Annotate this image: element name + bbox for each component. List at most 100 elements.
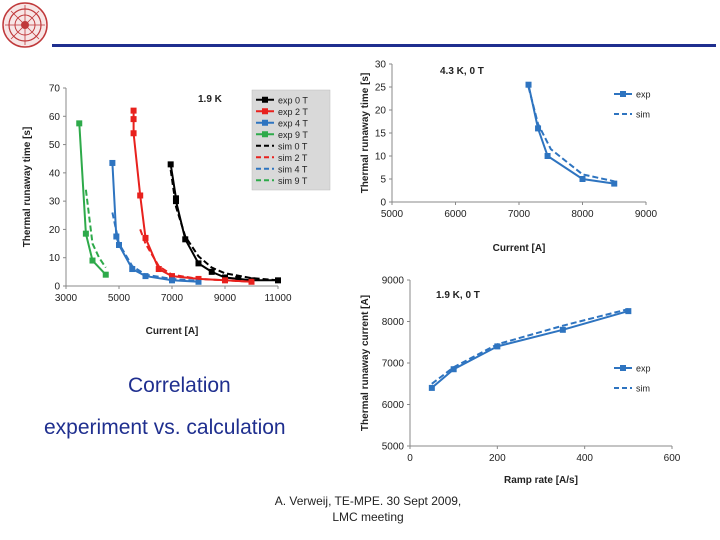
x-axis-label: Current [A] [493, 243, 546, 254]
data-point [625, 308, 632, 315]
data-point [494, 343, 501, 350]
x-tick-label: 0 [407, 453, 413, 464]
series-line-6 [111, 212, 199, 282]
legend-label: exp 4 T [278, 118, 308, 128]
y-tick-label: 30 [375, 60, 387, 71]
chart-title: 1.9 K, 0 T [436, 290, 480, 301]
data-point [195, 278, 202, 285]
y-tick-label: 25 [375, 83, 387, 94]
data-point [611, 180, 618, 187]
y-axis-label: Thermal runaway time [s] [360, 73, 371, 194]
legend-marker [620, 365, 626, 371]
data-point [535, 125, 542, 132]
chart-runaway-time-4k: 0 5 10 15 20 25 30 5000 6000 7000 8000 9000 Current … [360, 60, 658, 255]
legend-marker [262, 96, 268, 103]
chart-title: 4.3 K, 0 T [440, 66, 484, 77]
x-tick-label: 8000 [571, 209, 594, 220]
data-point [102, 271, 109, 278]
y-tick-label: 7000 [382, 359, 405, 370]
x-tick-label: 3000 [55, 293, 78, 304]
data-point [142, 273, 149, 280]
x-tick-label: 5000 [381, 209, 404, 220]
data-point [195, 260, 202, 267]
data-point [89, 257, 96, 264]
data-point [113, 233, 120, 240]
series-line-2 [111, 162, 199, 283]
data-point [169, 273, 175, 280]
legend-label: sim [636, 110, 650, 120]
legend-label: sim 9 T [278, 176, 308, 186]
legend-label: sim 0 T [278, 141, 308, 151]
caption-correlation: Correlation [128, 374, 231, 397]
footer-author: A. Verweij, TE-MPE. 30 Sept 2009, [274, 494, 462, 508]
y-tick-label: 10 [49, 253, 61, 264]
chart-panel-3 [356, 268, 690, 490]
data-point [130, 116, 137, 123]
x-tick-label: 400 [576, 453, 593, 464]
data-point [579, 176, 586, 182]
data-point [450, 366, 457, 373]
legend-label: exp 9 T [278, 130, 308, 140]
data-point [544, 153, 551, 159]
series-line-5 [139, 229, 252, 283]
legend-label: exp [636, 90, 651, 100]
y-tick-label: 10 [375, 152, 387, 163]
legend-marker [262, 119, 268, 126]
x-tick-label: 11000 [264, 293, 292, 304]
x-tick-label: 9000 [214, 293, 237, 304]
chart-runaway-current-vs-ramprate: 5000 6000 7000 8000 9000 0 200 400 600 Ramp rate … [360, 276, 681, 487]
y-axis-label: Thermal runaway current [A] [360, 295, 371, 431]
data-point [169, 277, 175, 284]
x-tick-label: 200 [489, 453, 506, 464]
y-axis-label: Thermal runaway time [s] [22, 127, 33, 248]
series-line-1 [132, 110, 252, 283]
data-point [137, 192, 144, 199]
x-tick-label: 9000 [635, 209, 658, 220]
legend-label: exp 2 T [278, 107, 308, 117]
data-point [129, 266, 136, 273]
series-line-4 [169, 169, 279, 282]
y-tick-label: 9000 [382, 276, 405, 287]
series-line-3 [78, 123, 107, 276]
legend-marker [262, 108, 268, 115]
data-point [109, 159, 116, 166]
y-tick-label: 5 [380, 175, 386, 186]
chart-runaway-time-vs-current: 0 10 20 30 40 50 60 70 3000 5000 7000 9000 11000 Curr… [22, 84, 331, 337]
y-tick-label: 6000 [382, 400, 405, 411]
legend-marker [620, 91, 626, 97]
footer-meeting: LMC meeting [332, 510, 404, 524]
legend-label: exp [636, 364, 651, 374]
x-tick-label: 5000 [108, 293, 131, 304]
chart-panel-2 [356, 54, 690, 256]
y-tick-label: 50 [49, 140, 61, 151]
data-point [182, 236, 189, 243]
x-tick-label: 600 [664, 453, 681, 464]
data-point [142, 234, 149, 241]
data-point [525, 81, 532, 88]
y-tick-label: 15 [375, 129, 387, 140]
x-tick-label: 6000 [444, 209, 467, 220]
y-tick-label: 0 [380, 198, 386, 209]
legend-label: exp 0 T [278, 95, 308, 105]
series-line-1 [527, 86, 615, 183]
y-tick-label: 30 [49, 197, 61, 208]
x-tick-label: 7000 [161, 293, 184, 304]
legend-label: sim 4 T [278, 164, 308, 174]
data-point [208, 268, 215, 275]
y-tick-label: 20 [49, 225, 61, 236]
y-tick-label: 20 [375, 106, 387, 117]
cern-logo [0, 0, 50, 50]
legend-box [251, 89, 331, 191]
legend-label: sim [636, 384, 650, 394]
series-line-1 [431, 308, 629, 385]
data-point [155, 266, 162, 273]
caption-experiment-vs-calculation: experiment vs. calculation [44, 416, 286, 439]
legend-marker [262, 131, 268, 138]
series-line-7 [84, 189, 107, 269]
series-line-0 [431, 310, 629, 389]
y-tick-label: 5000 [382, 442, 405, 453]
y-tick-label: 70 [49, 84, 61, 95]
data-point [130, 130, 137, 137]
data-point [130, 107, 137, 114]
chart-title: 1.9 K [198, 94, 223, 105]
